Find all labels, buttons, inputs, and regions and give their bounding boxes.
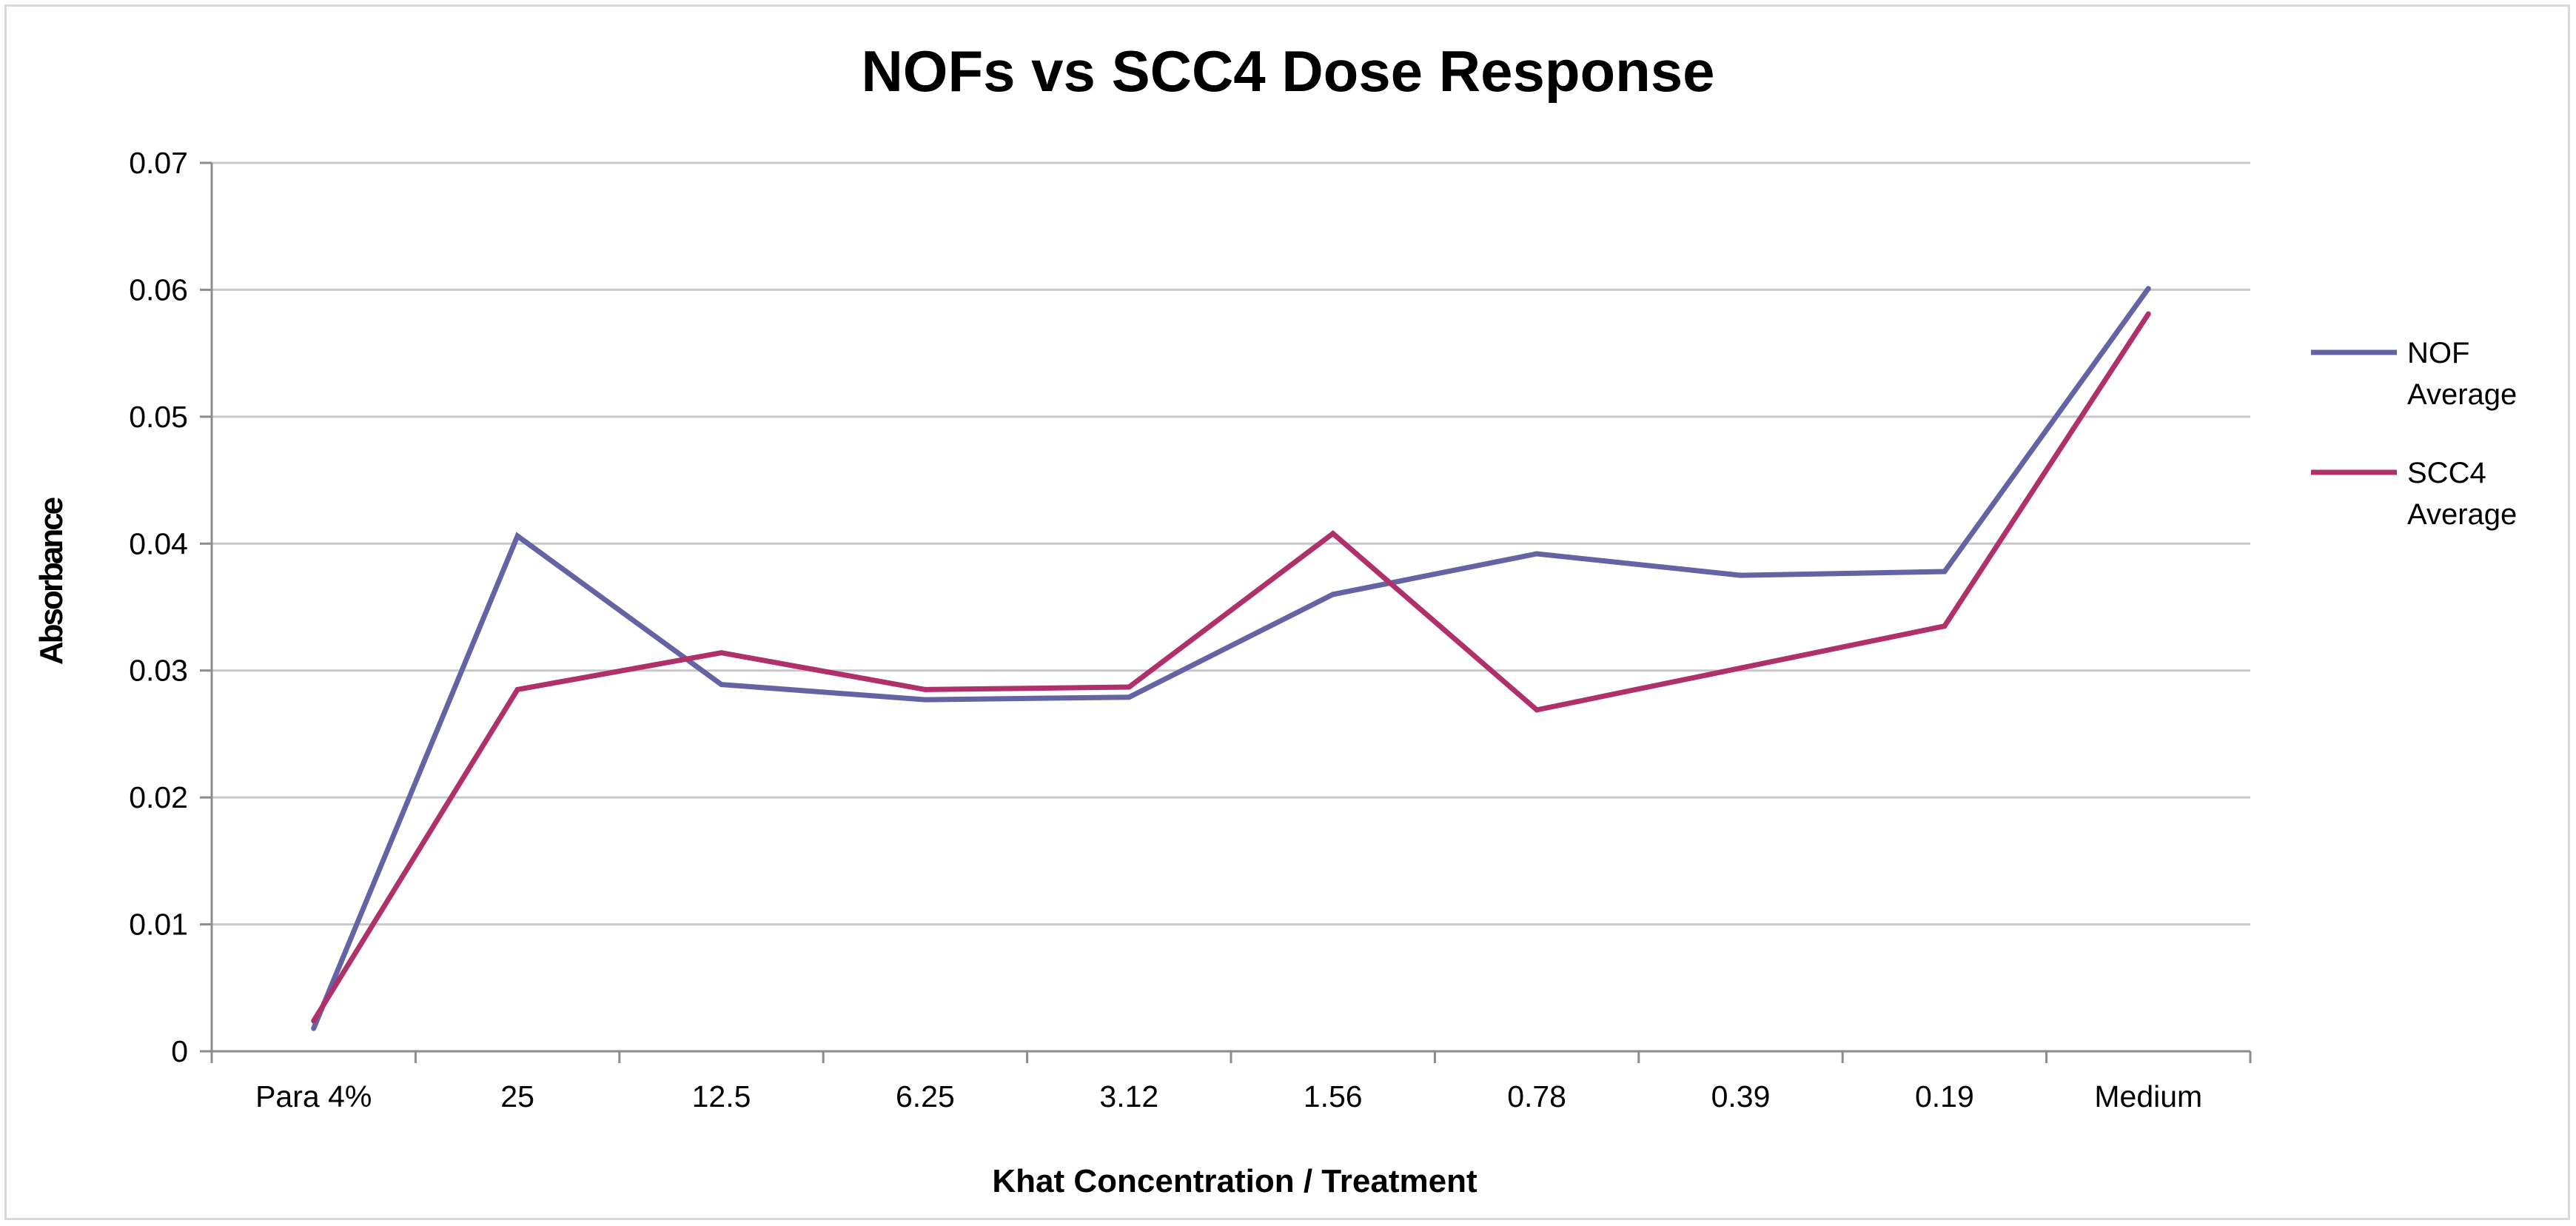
y-tick-label-7: 0.07 [129, 146, 188, 180]
y-tick-label-2: 0.02 [129, 780, 188, 814]
x-tick-label-8: 0.19 [1915, 1079, 1974, 1113]
series-0-point-0 [311, 1025, 317, 1031]
series-0-point-9 [2145, 286, 2151, 292]
series-line-0 [311, 287, 2151, 1030]
series-1-point-4 [1126, 684, 1132, 690]
x-tick-label-6: 0.78 [1507, 1079, 1566, 1113]
y-tick-label-4: 0.04 [129, 526, 188, 560]
x-tick-label-5: 1.56 [1304, 1079, 1363, 1113]
series-0-point-6 [1534, 551, 1540, 557]
x-tick-label-1: 25 [500, 1079, 534, 1113]
y-axis-ticks: 0 0.01 0.02 0.03 0.04 0.05 0.06 0.07 [129, 146, 213, 1068]
gridlines [212, 161, 2250, 926]
x-tick-label-0: Para 4% [255, 1079, 372, 1113]
legend-label-1-0: SCC4 [2407, 457, 2486, 489]
series-1-point-6 [1534, 707, 1540, 713]
x-tick-label-7: 0.39 [1711, 1079, 1771, 1113]
x-tick-label-4: 3.12 [1099, 1079, 1158, 1113]
series-1-point-3 [922, 686, 928, 692]
series-0-point-2 [719, 682, 724, 688]
x-tick-label-3: 6.25 [896, 1079, 955, 1113]
y-tick-label-1: 0.01 [129, 908, 188, 942]
x-axis: Para 4% 25 12.5 6.25 3.12 1.56 0.78 0.39 0.19 Med… [210, 1050, 2252, 1113]
x-axis-title: Khat Concentration / Treatment [992, 1163, 1477, 1199]
series-0-point-5 [1330, 592, 1336, 597]
series-0-point-1 [514, 533, 520, 539]
series-1-point-8 [1942, 623, 1948, 629]
series-1-point-1 [514, 686, 520, 692]
y-tick-label-5: 0.05 [129, 400, 188, 434]
series-0-point-3 [922, 697, 928, 703]
series-1-point-0 [311, 1018, 317, 1024]
x-tick-label-2: 12.5 [692, 1079, 751, 1113]
chart-frame [4, 4, 2570, 1220]
legend-label-0-0: NOF [2407, 337, 2469, 369]
y-tick-label-6: 0.06 [129, 272, 188, 306]
legend-label-1-1: Average [2407, 498, 2517, 531]
chart-title: NOFs vs SCC4 Dose Response [861, 38, 1714, 104]
y-axis-title: Absorbance [33, 498, 70, 665]
series-line-1 [311, 312, 2151, 1022]
series-0-point-8 [1942, 569, 1948, 575]
series-1-point-5 [1330, 531, 1336, 537]
y-tick-label-3: 0.03 [129, 654, 188, 688]
legend-label-0-1: Average [2407, 378, 2517, 411]
series-1-point-2 [719, 650, 724, 656]
series-lines [311, 286, 2151, 1031]
series-0-point-4 [1126, 694, 1132, 700]
x-tick-label-9: Medium [2094, 1079, 2202, 1113]
legend: NOF Average SCC4 Average [2311, 337, 2517, 531]
series-0-point-7 [1738, 572, 1743, 578]
y-tick-label-0: 0 [171, 1034, 188, 1068]
series-1-point-9 [2145, 311, 2151, 317]
series-1-point-7 [1738, 665, 1743, 671]
